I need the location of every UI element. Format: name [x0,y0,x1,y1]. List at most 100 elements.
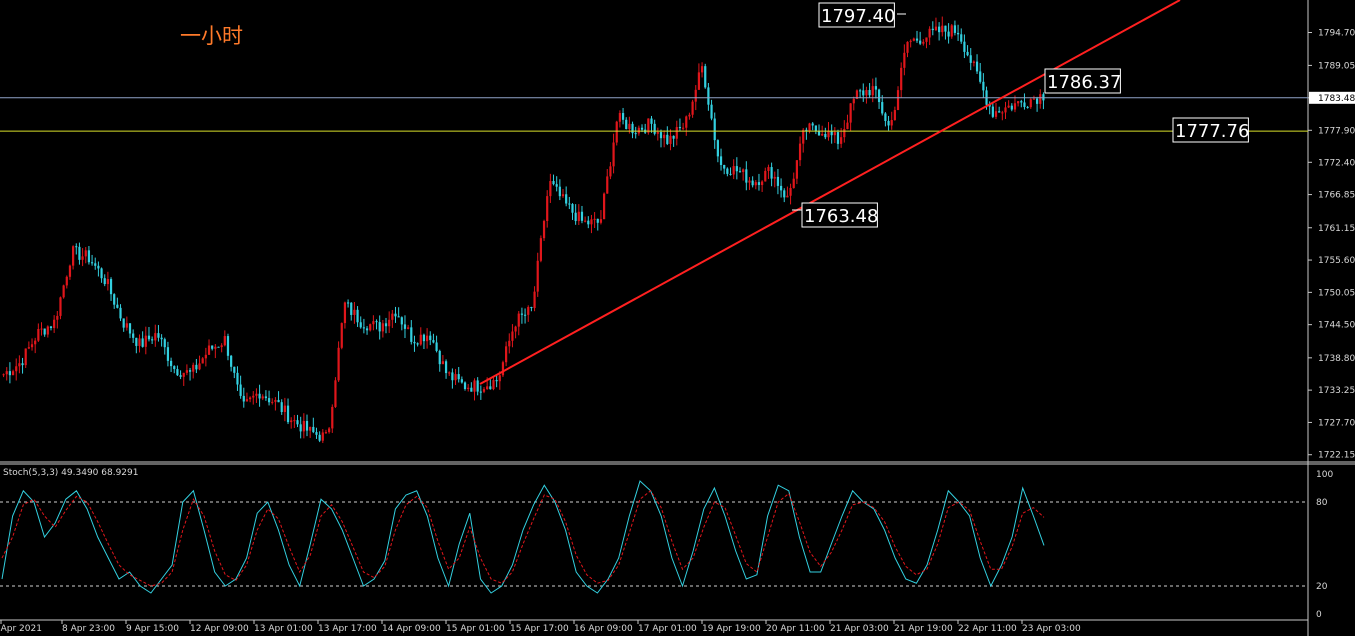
candle [865,90,868,96]
candle [628,123,631,130]
candle [574,212,577,222]
candle [539,238,542,261]
candle [154,333,157,341]
candle [514,326,517,332]
candle [163,339,166,348]
candle [947,31,950,37]
candle [179,375,182,377]
candle [258,393,261,399]
candle [362,327,365,329]
candle [166,347,170,361]
candle [663,134,666,139]
candle [305,420,309,431]
stoch-tick-label: 100 [1316,470,1333,480]
candle [315,432,318,435]
candle [242,395,245,402]
candle [173,366,176,370]
candle [950,25,953,37]
candle [1029,99,1032,108]
candle [223,336,226,346]
candle [125,323,128,328]
candle [119,307,122,319]
candle [915,38,919,41]
candle [764,170,767,182]
candle [271,401,274,403]
candle [204,354,207,359]
candle [479,391,482,393]
x-tick-label: 21 Apr 03:00 [830,624,889,634]
candle [185,370,189,373]
candle [400,317,403,325]
candle [656,132,659,134]
y-tick-label: 1772.40 [1318,158,1355,168]
x-tick-label: 14 Apr 09:00 [382,624,441,634]
timeframe-title: 一小时 [180,24,243,48]
candle [192,364,195,372]
x-tick-label: 23 Apr 03:00 [1022,624,1081,634]
candle [21,363,24,366]
candle [1004,107,1007,113]
candle [517,313,520,327]
candle [1013,103,1017,110]
candle [713,118,716,141]
candle [751,180,754,186]
candle [824,133,827,138]
candle [261,396,264,399]
candle [132,333,135,338]
candle [217,346,220,348]
candle [719,156,723,165]
candle [694,89,697,102]
candle [792,178,795,188]
candle [249,397,252,400]
candle [438,350,441,365]
candle [789,187,792,196]
candle [625,119,628,130]
candle [653,123,656,134]
x-tick-label: 8 Apr 23:00 [62,624,115,634]
candle [68,265,72,277]
candle [220,345,223,348]
candle [723,164,726,169]
candle [106,279,109,285]
candle [296,420,299,425]
candle [979,71,982,82]
candle [43,328,46,335]
candle [1042,94,1045,101]
candle [207,345,211,355]
candle [255,393,258,396]
candle [963,41,966,52]
candle [1026,106,1029,108]
candle [267,398,271,403]
candle [30,344,34,348]
candle [375,321,378,323]
candle [969,55,972,63]
x-tick-label: 13 Apr 01:00 [254,624,313,634]
trendline [479,0,1181,385]
candle [773,176,776,179]
candle [84,250,87,257]
candle [754,182,757,186]
candle [403,324,407,329]
candle [198,363,201,370]
candle [56,315,59,320]
candle [767,167,770,171]
candle [779,185,783,191]
candle [470,387,473,392]
candle [659,132,663,139]
candle [381,323,384,332]
candle [707,87,710,105]
candle [546,196,549,222]
candle [884,113,887,121]
candle [11,371,15,376]
x-tick-label: 15 Apr 17:00 [510,624,569,634]
candle [912,38,915,41]
candle [944,25,947,32]
candle [542,221,546,239]
candle [855,90,859,99]
x-tick-label: 12 Apr 09:00 [190,624,249,634]
candle [704,66,707,88]
candle [700,66,704,73]
candle [830,131,833,136]
candle [407,327,410,329]
y-tick-label: 1761.15 [1318,224,1355,234]
